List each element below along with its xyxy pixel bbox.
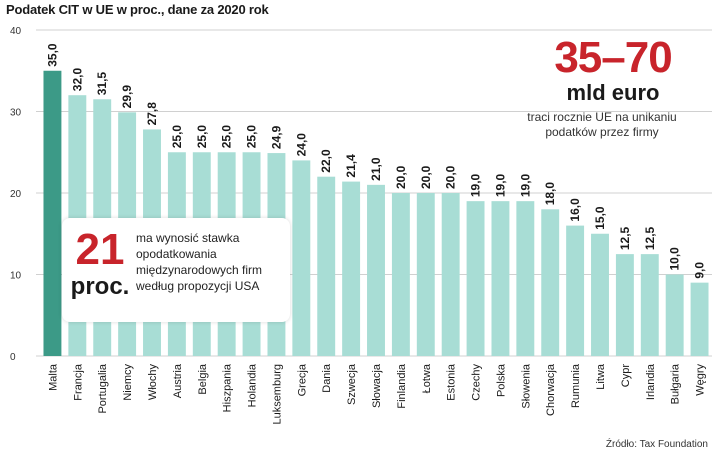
category-label: Irlandia [645,363,657,400]
bar-value-label: 22,0 [319,149,333,173]
category-label: Hiszpania [222,363,234,412]
category-label: Szwecja [346,363,358,405]
callout-eu-loss-unit: mld euro [566,80,660,105]
y-tick-label: 30 [10,108,22,119]
category-label: Grecja [296,363,308,396]
bar [690,282,709,356]
bar-value-label: 19,0 [518,173,532,197]
category-label: Belgia [197,363,209,394]
bar [466,201,485,356]
bar-value-label: 29,9 [120,85,134,109]
category-label: Słowacja [371,363,383,408]
bar [640,254,659,356]
bar-value-label: 20,0 [419,165,433,189]
category-label: Estonia [446,363,458,401]
category-label: Słowenia [520,363,532,409]
bar-value-label: 31,5 [95,72,109,96]
bar [541,209,560,356]
bar-value-label: 25,0 [220,125,234,149]
bar-value-label: 19,0 [493,173,507,197]
category-label: Portugalia [97,363,109,413]
bar [317,176,336,356]
callout-us-proposal-number: 21 [75,225,125,274]
bar-value-label: 19,0 [469,173,483,197]
category-label: Włochy [147,364,159,401]
category-label: Łotwa [421,363,433,393]
bar-value-label: 25,0 [195,125,209,149]
category-label: Czechy [471,364,483,401]
bar-value-label: 15,0 [593,206,607,230]
bar-value-label: 9,0 [693,262,707,279]
bar-value-label: 12,5 [643,226,657,250]
bar [367,184,385,356]
category-label: Finlandia [396,363,408,409]
bar-value-label: 24,9 [269,125,283,149]
bar [416,193,435,356]
bar [342,181,361,356]
category-label: Bułgaria [670,363,682,404]
category-label: Węgry [695,364,707,396]
bar-value-label: 21,0 [369,157,383,181]
y-tick-label: 0 [10,352,16,363]
callout-us-proposal: 21 proc. ma wynosić stawka opodatkowania… [62,218,290,322]
category-label: Cypr [620,364,632,388]
bar-value-label: 18,0 [543,182,557,206]
y-tick-label: 20 [10,189,22,200]
callout-us-proposal-unit: proc. [70,273,130,300]
bar [441,193,460,356]
category-label: Francja [72,363,84,401]
bar-value-label: 21,4 [344,154,358,178]
bar [491,201,510,356]
callout-eu-loss-number: 35–70 [554,33,672,82]
bar-value-label: 25,0 [245,125,259,149]
bar [391,193,410,356]
category-label: Holandia [247,363,259,407]
bar [516,201,535,356]
y-tick-label: 40 [10,26,22,37]
bar [292,160,311,356]
category-label: Niemcy [122,364,134,401]
callout-us-proposal-description: ma wynosić stawka opodatkowania międzyna… [136,231,263,293]
source-note: Źródło: Tax Foundation [605,439,708,450]
bar-value-label: 20,0 [444,165,458,189]
category-label: Chorwacja [545,363,557,416]
bar-value-label: 27,8 [145,102,159,126]
bar-value-label: 12,5 [618,226,632,250]
category-label: Dania [321,363,333,393]
category-label: Litwa [595,363,607,390]
y-tick-label: 10 [10,271,22,282]
callout-eu-loss: 35–70 mld euro [528,36,698,106]
bar [615,254,634,356]
chart-title: Podatek CIT w UE w proc., dane za 2020 r… [6,2,269,17]
bar-value-label: 16,0 [568,198,582,222]
bar [665,274,684,356]
bar-value-label: 10,0 [668,247,682,271]
bar-value-label: 20,0 [394,165,408,189]
category-label: Rumunia [570,363,582,408]
bar-value-label: 24,0 [294,133,308,157]
bar-value-label: 32,0 [70,68,84,92]
callout-eu-loss-description: traci rocznie UE na unikaniu podatków pr… [527,110,677,139]
bar-value-label: 35,0 [45,43,59,67]
bar [566,225,585,356]
category-label: Polska [495,363,507,397]
bar [591,233,609,356]
category-label: Austria [172,363,184,398]
bar [43,70,62,356]
bar-value-label: 25,0 [170,125,184,149]
category-label: Malta [47,363,59,391]
category-label: Luksemburg [271,364,283,425]
